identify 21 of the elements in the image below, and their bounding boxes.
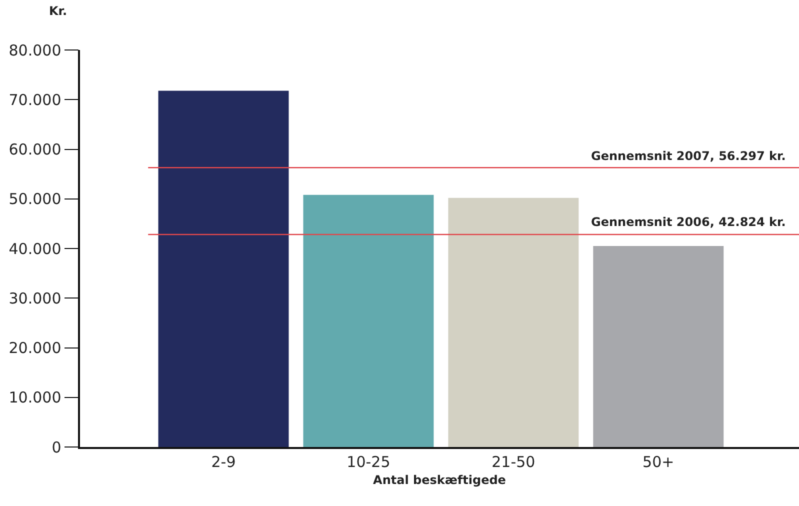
bar [593,246,724,447]
ref-line-label: Gennemsnit 2006, 42.824 kr. [591,215,786,229]
y-tick-label: 0 [52,438,62,456]
bar [448,198,579,447]
x-axis-title: Antal beskæftigede [373,473,506,488]
y-tick-label: 60.000 [8,140,62,158]
x-tick-label: 10-25 [346,452,390,471]
x-tick-label: 21-50 [492,452,536,471]
bar [303,194,434,447]
ref-line-label: Gennemsnit 2007, 56.297 kr. [591,149,786,163]
y-axis-title: Kr. [49,4,68,18]
y-tick-label: 10.000 [8,388,62,407]
bar [158,90,289,447]
x-tick-label: 50+ [642,452,674,471]
y-tick-label: 20.000 [8,339,62,357]
y-tick-label: 70.000 [8,90,62,109]
y-tick-label: 80.000 [8,41,62,60]
y-tick-label: 30.000 [8,289,62,308]
y-tick-label: 40.000 [8,240,62,258]
y-tick-label: 50.000 [8,190,62,208]
x-tick-label: 2-9 [211,452,236,471]
